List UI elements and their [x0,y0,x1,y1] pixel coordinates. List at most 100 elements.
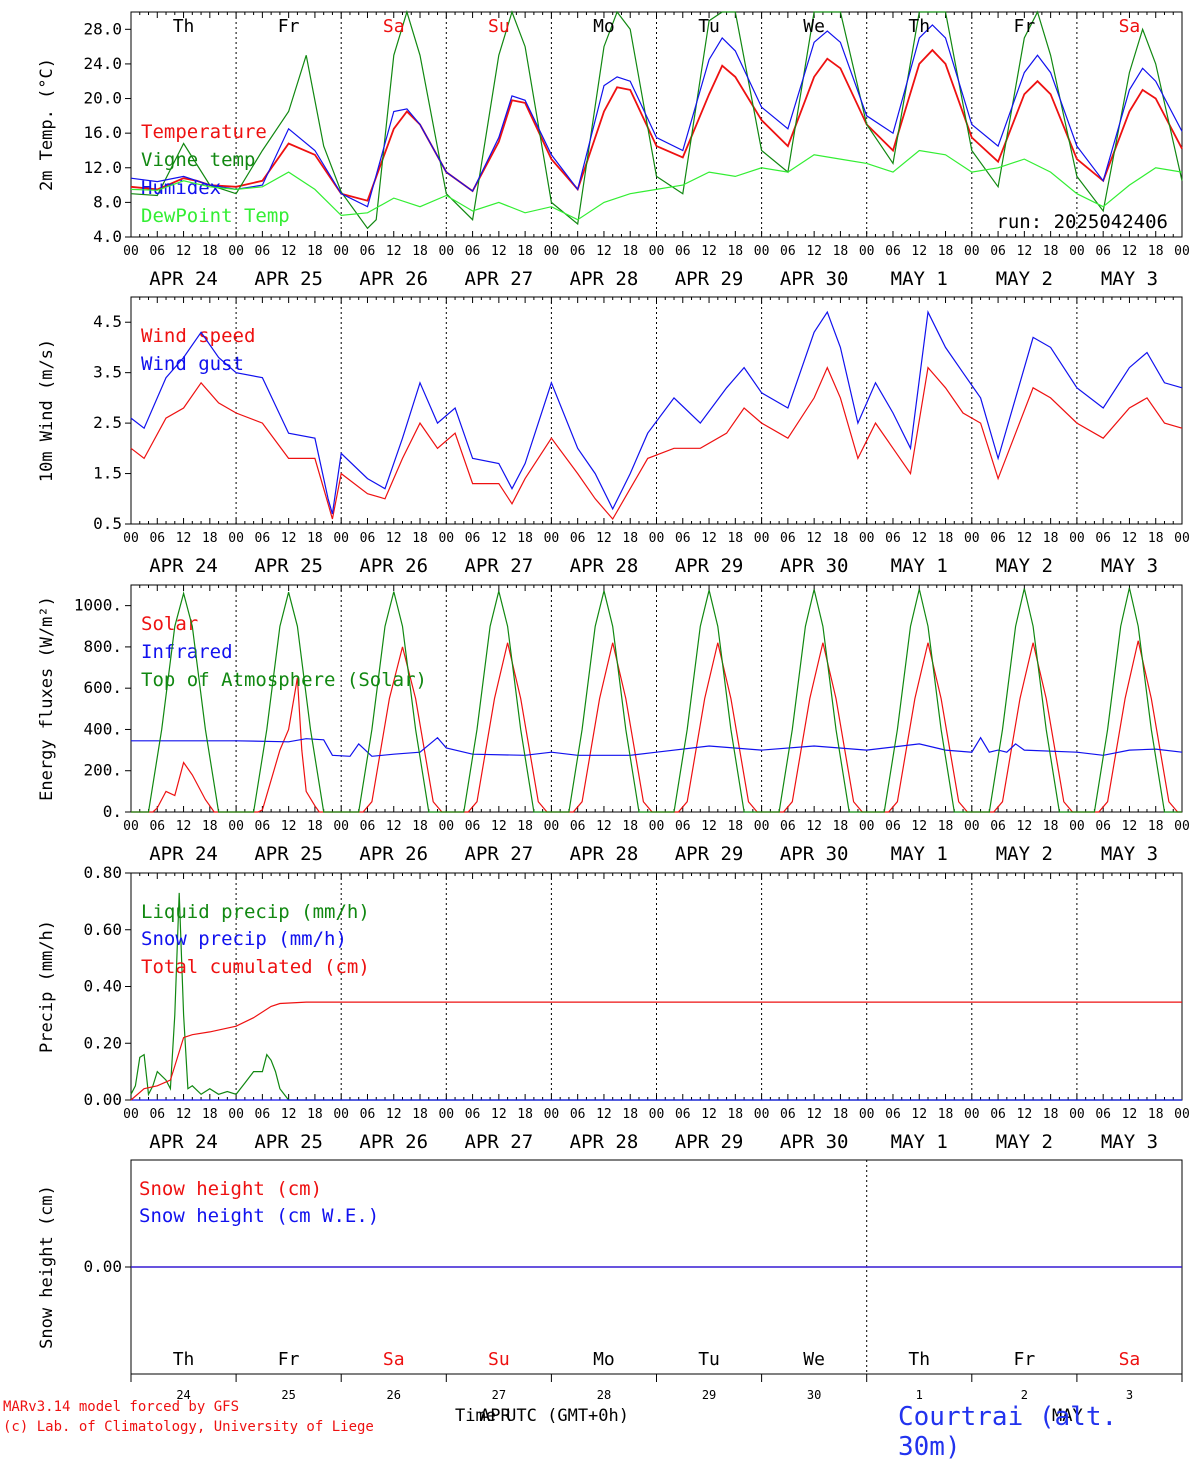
hour-label: 18 [1043,244,1059,259]
hour-label: 18 [622,1107,638,1122]
hour-label: 18 [412,819,428,834]
hour-label: 06 [255,531,271,546]
day-name-bottom: Sa [1119,1349,1141,1370]
hour-label: 12 [911,531,927,546]
hour-label: 12 [596,531,612,546]
run-label: run: 2025042406 [996,211,1168,233]
hour-label: 12 [386,819,402,834]
day-name-top: Fr [278,16,300,37]
hour-label: 00 [649,531,665,546]
legend-snow-height-cm: Snow height (cm) [139,1178,322,1200]
series-line-vigne-temp [130,9,1183,230]
day-name-top: Th [173,16,195,37]
day-name-top: Su [488,16,510,37]
hour-label: 06 [465,531,481,546]
day-name-bottom: Th [173,1349,195,1370]
legend-solar: Solar [141,613,198,635]
hour-label: 18 [622,819,638,834]
date-label: APR 29 [675,843,744,865]
hour-label: 18 [412,1107,428,1122]
day-name-bottom: Mo [593,1349,615,1370]
legend-humidex: Humidex [141,177,221,199]
hour-label: 00 [544,1107,560,1122]
hour-label: 18 [938,531,954,546]
hour-label: 12 [281,1107,297,1122]
series-line-temperature [130,48,1183,202]
date-label: MAY 3 [1101,555,1158,577]
date-label: APR 27 [465,1131,534,1153]
day-name-bottom: We [803,1349,825,1370]
hour-label: 12 [386,531,402,546]
hour-label: 00 [123,244,139,259]
hour-label: 12 [176,531,192,546]
hour-label: 00 [859,1107,875,1122]
hour-label: 00 [859,531,875,546]
series-line-top-of-atmosphere-solar [131,587,1182,813]
hour-label: 06 [990,819,1006,834]
y-tick-label: 4.0 [93,227,122,246]
date-label: APR 24 [149,268,218,290]
hour-label: 12 [1122,531,1138,546]
hour-label: 12 [386,244,402,259]
hour-label: 12 [1017,1107,1033,1122]
hour-label: 00 [438,819,454,834]
hour-label: 00 [544,244,560,259]
hour-label: 12 [911,1107,927,1122]
day-name-bottom: Tu [698,1349,720,1370]
hour-label: 06 [675,531,691,546]
y-tick-label: 3.5 [93,363,122,382]
hour-label: 06 [990,1107,1006,1122]
hour-label: 18 [517,819,533,834]
hour-label: 06 [255,819,271,834]
hour-label: 12 [911,819,927,834]
y-tick-label: 0.20 [83,1033,122,1052]
date-label: APR 25 [254,1131,323,1153]
date-label: MAY 2 [996,268,1053,290]
legend-top-of-atmosphere-solar: Top of Atmosphere (Solar) [141,669,427,691]
date-label: APR 30 [780,268,849,290]
series-line-humidex [130,24,1183,208]
y-tick-label: 0.00 [83,1257,122,1276]
date-label: APR 29 [675,268,744,290]
legend-liquid-precip-mm-h: Liquid precip (mm/h) [141,901,370,923]
day-name-bottom: Fr [278,1349,300,1370]
hour-label: 00 [1069,244,1085,259]
hour-label: 18 [833,531,849,546]
hour-label: 00 [1174,819,1190,834]
y-tick-label: 1.5 [93,464,122,483]
hour-label: 00 [1174,1107,1190,1122]
date-label: APR 28 [570,843,639,865]
hour-label: 00 [438,1107,454,1122]
legend-vigne-temp: Vigne temp [141,149,255,171]
y-axis-label: 10m Wind (m/s) [37,339,57,482]
date-label: MAY 2 [996,843,1053,865]
hour-label: 06 [570,1107,586,1122]
hour-label: 18 [307,531,323,546]
hour-label: 06 [780,1107,796,1122]
y-tick-label: 20.0 [83,89,122,108]
hour-label: 06 [885,531,901,546]
hour-label: 18 [517,531,533,546]
hour-label: 12 [281,244,297,259]
y-tick-label: 2.5 [93,413,122,432]
hour-label: 06 [675,244,691,259]
y-tick-label: 600. [83,678,122,697]
hour-label: 18 [307,819,323,834]
y-tick-label: 28.0 [83,19,122,38]
hour-label: 12 [701,244,717,259]
date-label: MAY 2 [996,1131,1053,1153]
hour-label: 06 [570,244,586,259]
hour-label: 12 [491,819,507,834]
hour-label: 00 [859,819,875,834]
credit-line-2: (c) Lab. of Climatology, University of L… [3,1419,374,1435]
may-month-label: MAY [1052,1406,1083,1426]
hour-label: 00 [859,244,875,259]
hour-label: 18 [517,1107,533,1122]
hour-label: 12 [1122,819,1138,834]
hour-label: 00 [964,244,980,259]
date-label: APR 28 [570,268,639,290]
hour-label: 12 [491,1107,507,1122]
hour-label: 18 [622,244,638,259]
date-label: MAY 1 [891,843,948,865]
